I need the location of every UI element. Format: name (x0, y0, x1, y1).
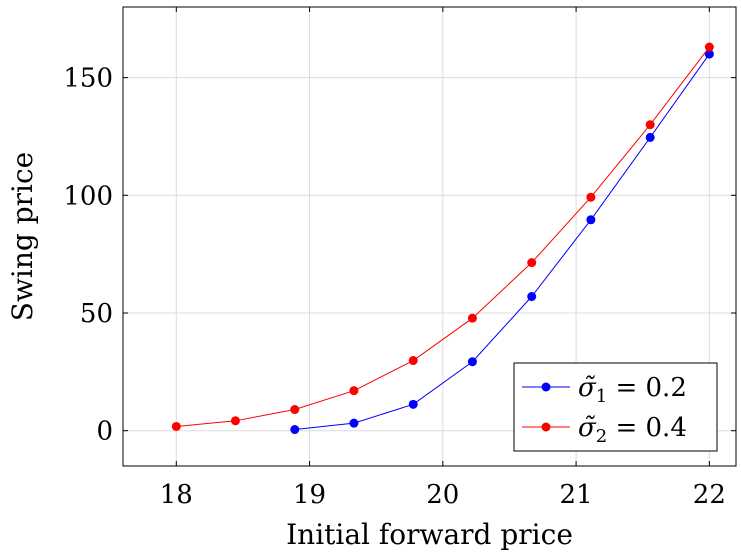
plot-frame (122, 6, 737, 467)
legend-item-2: σ̃2 = 0.4 (522, 413, 687, 447)
y-axis-label: Swing price (6, 152, 39, 321)
series-2 (171, 42, 714, 431)
data-point (349, 386, 359, 396)
data-point (290, 425, 300, 435)
x-tick-label: 21 (560, 480, 593, 510)
x-axis-label: Initial forward price (286, 518, 573, 551)
data-point (527, 292, 537, 302)
data-point (704, 42, 714, 52)
y-tick-label: 150 (63, 64, 113, 94)
legend-box (513, 362, 718, 452)
data-point (704, 49, 714, 59)
legend-label: σ̃1 = 0.2 (578, 373, 687, 407)
data-point (408, 399, 418, 409)
series-layer (171, 42, 714, 435)
data-point (467, 357, 477, 367)
data-point (645, 132, 655, 142)
data-point (349, 418, 359, 428)
series-line (294, 53, 710, 431)
x-tick-label: 19 (293, 480, 326, 510)
data-point (230, 416, 240, 426)
y-tick-label: 100 (63, 181, 113, 211)
data-point (645, 120, 655, 130)
axis-ticks: 18 19 20 21 22 0 50 100 150 (63, 7, 736, 510)
data-point (586, 215, 596, 225)
data-point (527, 258, 537, 268)
legend-label: σ̃2 = 0.4 (578, 413, 687, 447)
legend-marker (541, 422, 551, 432)
data-point (290, 405, 300, 415)
data-point (467, 313, 477, 323)
legend-marker (541, 382, 551, 392)
y-tick-label: 0 (96, 417, 113, 447)
legend-item-1: σ̃1 = 0.2 (522, 373, 687, 407)
grid (123, 7, 736, 466)
data-point (586, 192, 596, 202)
legend: σ̃1 = 0.2 σ̃2 = 0.4 (513, 362, 718, 452)
data-point (171, 421, 181, 431)
series-line (176, 46, 710, 427)
x-tick-label: 22 (693, 480, 726, 510)
series-1 (290, 49, 714, 435)
data-point (408, 356, 418, 366)
x-tick-label: 18 (160, 480, 193, 510)
x-tick-label: 20 (426, 480, 459, 510)
y-tick-label: 50 (80, 299, 113, 329)
